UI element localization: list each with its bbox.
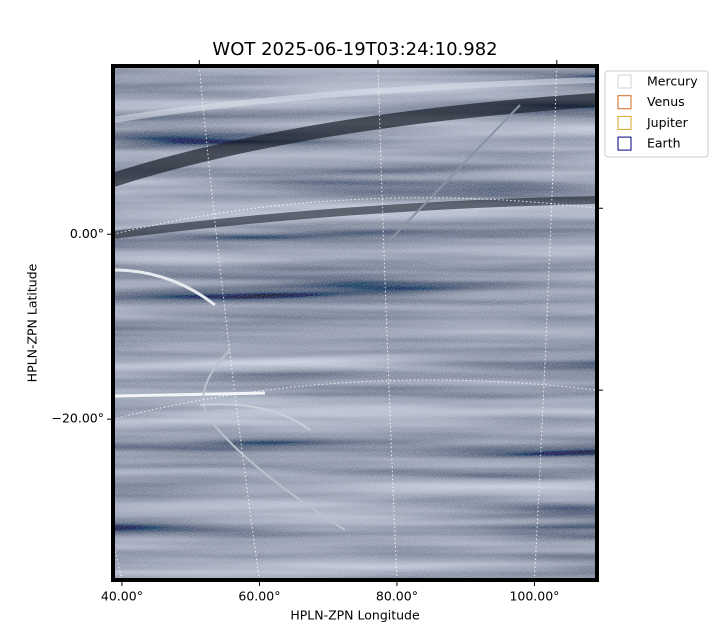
x-axis-label: HPLN-ZPN Longitude — [290, 608, 420, 623]
legend-label: Earth — [647, 136, 681, 151]
legend-marker — [617, 115, 632, 130]
legend-marker — [617, 136, 632, 151]
legend-marker — [617, 74, 632, 89]
x-tick-label: 100.00° — [509, 589, 559, 604]
legend-marker — [617, 95, 632, 110]
grid — [20, 65, 598, 581]
y-tick-label: −20.00° — [51, 411, 104, 426]
grid-line — [533, 65, 558, 581]
y-axis-label: HPLN-ZPN Latitude — [25, 263, 40, 382]
image — [113, 66, 597, 580]
legend-label: Venus — [647, 94, 685, 109]
grid-line — [20, 65, 123, 581]
legend — [604, 70, 709, 158]
legend-label: Mercury — [647, 74, 698, 89]
grid-line — [377, 65, 398, 581]
x-tick-label: 40.00° — [101, 589, 143, 604]
y-tick-label: 0.00° — [70, 226, 104, 241]
x-tick-label: 80.00° — [376, 589, 418, 604]
x-tick-label: 60.00° — [238, 589, 280, 604]
frame — [111, 64, 599, 582]
grid-line — [112, 379, 598, 420]
legend-label: Jupiter — [646, 115, 689, 130]
chart-title: WOT 2025-06-19T03:24:10.982 — [212, 39, 497, 60]
